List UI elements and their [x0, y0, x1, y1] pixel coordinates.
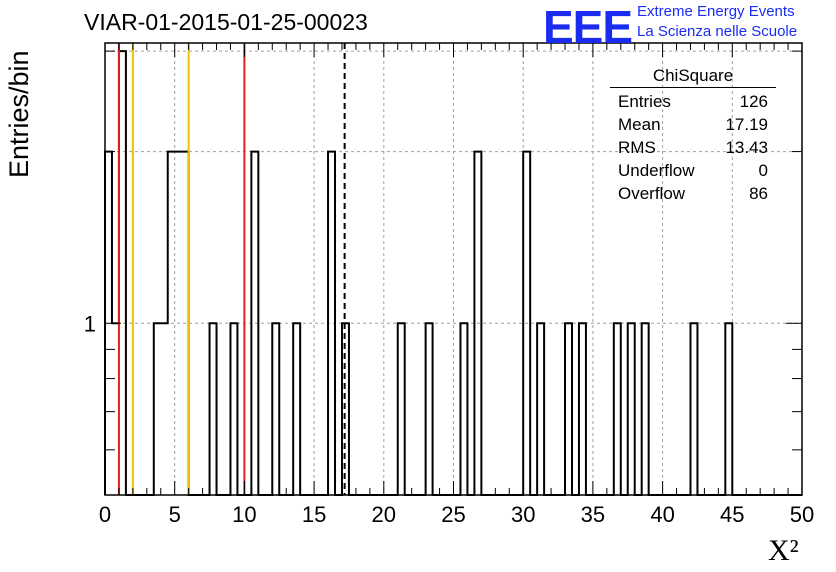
histogram-bin	[272, 323, 279, 495]
histogram-bin	[210, 323, 217, 495]
histogram-bin	[342, 323, 349, 495]
chart-title: VIAR-01-2015-01-25-00023	[84, 9, 368, 35]
histogram-bin	[426, 323, 433, 495]
histogram-bin	[398, 323, 405, 495]
x-tick-label: 30	[511, 502, 535, 527]
x-tick-label: 45	[720, 502, 744, 527]
stats-value: 13.43	[725, 138, 768, 157]
stats-row-overflow: Overflow 86	[610, 182, 776, 205]
x-tick-label: 25	[441, 502, 465, 527]
x-tick-label: 20	[372, 502, 396, 527]
x-tick-label: 35	[581, 502, 605, 527]
histogram-bin	[579, 323, 586, 495]
x-tick-label: 10	[232, 502, 256, 527]
histogram-bin	[565, 323, 572, 495]
stats-value: 86	[749, 184, 768, 203]
y-axis-label: Entries/bin	[4, 50, 34, 178]
stats-label: RMS	[618, 138, 656, 157]
stats-value: 17.19	[725, 115, 768, 134]
histogram-bin	[537, 323, 544, 495]
stats-label: Underflow	[618, 161, 695, 180]
x-tick-label: 40	[650, 502, 674, 527]
stats-label: Entries	[618, 92, 671, 111]
histogram-bin	[154, 323, 161, 495]
x-tick-label: 5	[169, 502, 181, 527]
histogram-bin	[614, 323, 621, 495]
logo-tagline-1: Extreme Energy Events	[637, 3, 795, 20]
stats-label: Overflow	[618, 184, 686, 203]
logo-tagline-2: La Scienza nelle Scuole	[637, 23, 798, 40]
histogram-bin	[628, 323, 635, 495]
histogram-bin	[725, 323, 732, 495]
y-tick-label: 1	[84, 311, 96, 336]
x-tick-label: 15	[302, 502, 326, 527]
stats-row-rms: RMS 13.43	[610, 136, 776, 159]
histogram-bin	[642, 323, 649, 495]
histogram-bin	[293, 323, 300, 495]
histogram-bin	[690, 323, 697, 495]
histogram-bin	[119, 51, 126, 495]
stats-row-mean: Mean 17.19	[610, 113, 776, 136]
stats-box: ChiSquare Entries 126 Mean 17.19 RMS 13.43 …	[610, 66, 776, 205]
histogram-bin	[161, 323, 168, 495]
stats-row-entries: Entries 126	[610, 90, 776, 113]
x-axis-label: X²	[768, 534, 799, 567]
x-tick-label: 50	[790, 502, 814, 527]
stats-label: Mean	[618, 115, 661, 134]
eee-logo: EEE	[543, 1, 633, 53]
histogram-bin	[230, 323, 237, 495]
stats-row-underflow: Underflow 0	[610, 159, 776, 182]
x-tick-label: 0	[99, 502, 111, 527]
stats-value: 126	[739, 92, 768, 111]
stats-value: 0	[758, 161, 768, 180]
stats-title: ChiSquare	[610, 66, 776, 88]
histogram-bin	[460, 323, 467, 495]
